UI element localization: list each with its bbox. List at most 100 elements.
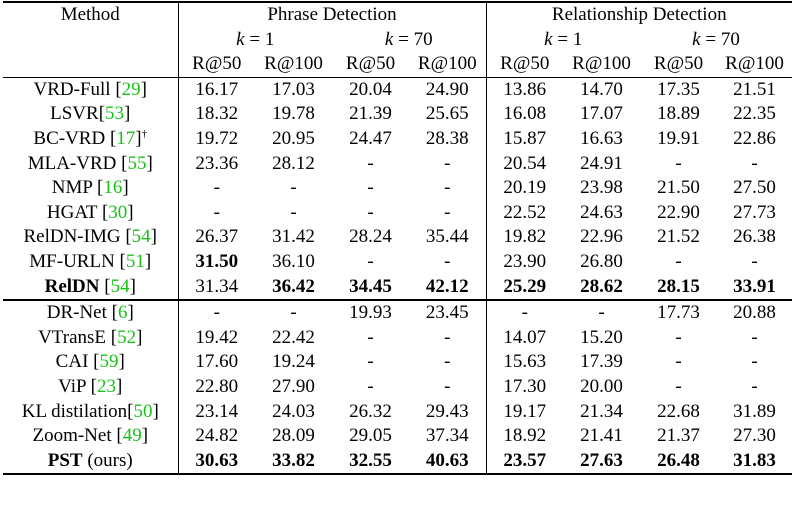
table-row: BC-VRD [17]† 19.72 20.95 24.47 28.38 15.87 16.… — [3, 126, 792, 152]
value-cell: 31.34 — [195, 275, 239, 297]
k-header: k = 70 — [384, 28, 433, 50]
value-cell: 22.90 — [657, 201, 700, 223]
value-cell: - — [367, 326, 374, 348]
method-cell: NMP [16] — [3, 176, 179, 201]
citation-link[interactable]: 6 — [117, 302, 128, 324]
method-name: RelDN-IMG — [23, 226, 126, 248]
value-cell: 24.47 — [349, 127, 392, 149]
method-name: KL distilation — [21, 400, 128, 422]
value-cell: 30.63 — [178, 448, 255, 476]
value-cell: 17.30 — [485, 374, 563, 400]
value-cell: 27.63 — [563, 448, 640, 476]
method-cell: BC-VRD [17]† — [3, 126, 179, 152]
value-cell: 15.63 — [485, 350, 563, 375]
value-cell: 18.32 — [195, 103, 239, 125]
k-header: k = 1 — [236, 28, 275, 50]
citation-link[interactable]: 59 — [99, 351, 119, 373]
citation-link[interactable]: 17 — [116, 127, 136, 149]
value-cell: 23.14 — [195, 400, 239, 422]
value-cell: 27.73 — [733, 201, 776, 223]
value-cell: - — [444, 177, 451, 199]
citation-link[interactable]: 30 — [108, 201, 128, 223]
metric-header: R@100 — [725, 53, 784, 75]
value-cell: 28.38 — [425, 127, 469, 149]
table-row: ViP [23] 22.80 27.90 - - 17.30 20.00 - - — [3, 374, 792, 400]
value-cell: - — [290, 201, 297, 223]
method-name: PST — [47, 449, 83, 471]
table-row: MF-URLN [51] 31.50 36.10 - - 23.90 26.80 - - — [3, 249, 792, 275]
value-cell: 23.90 — [485, 249, 563, 275]
value-cell: - — [675, 375, 682, 397]
value-cell: - — [563, 299, 640, 326]
value-cell: - — [367, 177, 374, 199]
method-cell: RelDN-IMG [54] — [3, 225, 179, 250]
method-cell: HGAT [30] — [3, 200, 179, 226]
table-row: LSVR[53] 18.32 19.78 21.39 25.65 16.08 17.07 18… — [3, 102, 792, 127]
value-cell: 25.65 — [425, 103, 469, 125]
citation-link[interactable]: 54 — [110, 275, 130, 297]
results-group-2: DR-Net [6] - -19.93 23.45- -17.73 20.88 VTrans… — [3, 299, 792, 476]
value-cell: 14.70 — [563, 76, 640, 103]
method-cell: MF-URLN [51] — [3, 249, 179, 275]
method-cell: RelDN [54] — [3, 274, 179, 301]
metric-header: R@50 — [653, 53, 704, 75]
value-cell: 25.29 — [485, 274, 563, 301]
value-cell: 17.03 — [255, 76, 332, 103]
results-table: Method Phrase Detection Relationship Det… — [3, 1, 792, 476]
table-row: PST (ours) 30.63 33.82 32.55 40.63 23.57 27.63… — [3, 448, 792, 476]
value-cell: 20.88 — [717, 299, 792, 326]
value-cell: - — [213, 177, 220, 199]
header-row-k: k = 1 k = 70 k = 1 k = 70 — [3, 27, 792, 53]
value-cell: 16.63 — [580, 127, 623, 149]
value-cell: 22.96 — [580, 226, 623, 248]
citation-link[interactable]: 50 — [133, 400, 153, 422]
value-cell: 32.55 — [332, 448, 409, 476]
citation-link[interactable]: 52 — [117, 326, 137, 348]
value-cell: 21.50 — [657, 177, 700, 199]
citation-link[interactable]: 49 — [122, 425, 142, 447]
citation-link[interactable]: 53 — [105, 103, 125, 125]
citation-link[interactable]: 23 — [96, 375, 116, 397]
value-cell: 13.86 — [485, 76, 563, 103]
relationship-detection-header: Relationship Detection — [485, 1, 792, 28]
value-cell: 21.37 — [657, 425, 700, 447]
value-cell: 40.63 — [409, 448, 486, 476]
method-name: CAI — [55, 351, 94, 373]
metric-header: R@100 — [572, 53, 631, 75]
value-cell: 33.82 — [255, 448, 332, 476]
value-cell: - — [444, 250, 451, 272]
table-row: VTransE [52] 19.42 22.42 - - 14.07 15.20 - - — [3, 325, 792, 351]
citation-link[interactable]: 54 — [131, 226, 151, 248]
value-cell: 19.82 — [485, 225, 563, 250]
value-cell: 23.36 — [195, 152, 239, 174]
value-cell: 42.12 — [425, 275, 469, 297]
citation-link[interactable]: 29 — [121, 78, 141, 100]
value-cell: - — [444, 375, 451, 397]
value-cell: 27.50 — [733, 177, 776, 199]
value-cell: 31.83 — [717, 448, 792, 476]
method-header: Method — [3, 1, 179, 28]
citation-link[interactable]: 51 — [125, 250, 145, 272]
value-cell: - — [444, 326, 451, 348]
table-row: NMP [16] - - - - 20.19 23.98 21.50 27.50 — [3, 176, 792, 201]
table-row: CAI [59] 17.60 19.24 - - 15.63 17.39 - - — [3, 350, 792, 375]
value-cell: - — [367, 152, 374, 174]
value-cell: 24.91 — [580, 152, 623, 174]
value-cell: 27.30 — [733, 425, 776, 447]
method-name: MF-URLN — [29, 250, 120, 272]
citation-link[interactable]: 55 — [127, 152, 147, 174]
value-cell: 20.54 — [485, 151, 563, 177]
method-cell: CAI [59] — [3, 350, 179, 375]
value-cell: 26.32 — [349, 400, 392, 422]
method-name: HGAT — [46, 201, 102, 223]
k-header: k = 1 — [485, 27, 640, 53]
citation-link[interactable]: 16 — [103, 177, 123, 199]
value-cell: 22.68 — [657, 400, 700, 422]
value-cell: 18.89 — [657, 103, 700, 125]
value-cell: 24.82 — [195, 425, 239, 447]
table-row: RelDN [54] 31.34 36.42 34.45 42.12 25.29 28.62… — [3, 274, 792, 301]
value-cell: 17.73 — [640, 299, 717, 326]
metric-header: R@100 — [417, 53, 477, 75]
method-suffix: (ours) — [82, 449, 133, 471]
value-cell: - — [675, 351, 682, 373]
